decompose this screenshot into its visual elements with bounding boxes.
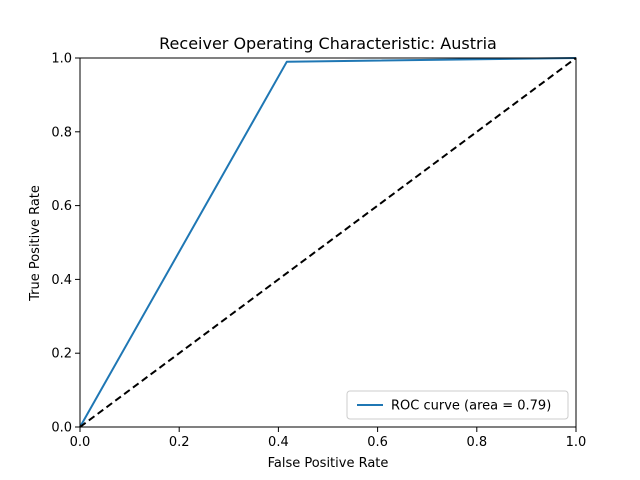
roc-curve-line (79, 57, 577, 428)
x-tick-label: 1.0 (566, 435, 587, 450)
axis-ticks: 0.0 0.2 0.4 0.6 0.8 1.0 0.0 0.2 0.4 0.6 0.8 1.0 (51, 52, 586, 451)
plot-area (79, 57, 577, 428)
y-axis-label: True Positive Rate (28, 185, 43, 302)
legend-box (346, 390, 569, 420)
x-tick-label: 0.2 (169, 435, 190, 450)
y-tick-label: 0.8 (51, 125, 72, 140)
legend: ROC curve (area = 0.79) (346, 390, 569, 420)
y-tick-label: 1.0 (51, 52, 72, 67)
x-tick-label: 0.8 (466, 435, 487, 450)
chart-title: Receiver Operating Characteristic: Austr… (159, 34, 497, 53)
x-tick-label: 0.6 (367, 435, 388, 450)
x-tick-label: 0.4 (268, 435, 289, 450)
x-axis-label: False Positive Rate (268, 456, 389, 471)
chance-diagonal-line (79, 57, 577, 428)
y-tick-label: 0.2 (51, 347, 72, 362)
y-tick-label: 0.4 (51, 273, 72, 288)
axes-frame (79, 57, 577, 428)
y-tick-label: 0.0 (51, 421, 72, 436)
y-tick-label: 0.6 (51, 199, 72, 214)
legend-label: ROC curve (area = 0.79) (391, 399, 551, 414)
x-tick-label: 0.0 (70, 435, 91, 450)
